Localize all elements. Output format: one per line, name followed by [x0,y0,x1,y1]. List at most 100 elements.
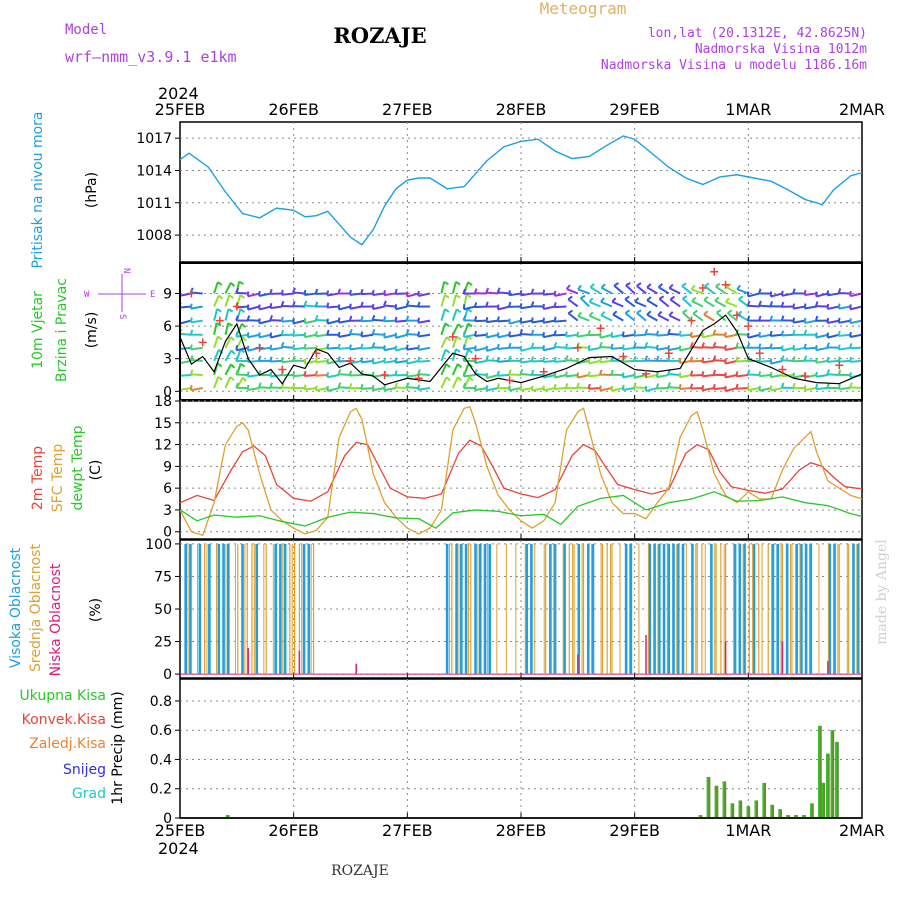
wind-barb [327,346,340,350]
temp2m-label: 2m Temp [30,446,46,510]
wind-barb-flag [849,356,853,363]
wind-barb-flag [405,382,410,388]
temp2m-line [179,439,863,504]
wind-barb [770,333,783,337]
cloud-high-bar [208,543,211,675]
wind-barb [690,333,704,339]
wind-barb-flag [468,376,474,382]
wind-barb-flag [621,372,625,378]
wind-barb-flag [383,345,386,351]
wind-ylabel2: Brzina i Pravac [54,278,70,382]
wind-barb [793,305,806,310]
wind-barb-flag [714,296,720,302]
wind-barb-flag [678,383,682,390]
wind-barb [520,333,533,336]
cloud-mid-label: Srednja Oblacnost [28,544,44,672]
wind-barb-flag [758,343,762,349]
wind-barb [383,373,397,377]
wind-barb-flag [530,329,535,336]
cloud-high-bar [743,543,746,675]
wind-barb [224,282,232,294]
precip-total-bar-hi [762,782,765,818]
cloud-high-bar [577,543,581,675]
wind-barb [463,373,476,378]
wind-barb [636,312,647,322]
cloud-high-bar [771,543,775,675]
wind-barb [793,319,806,324]
wind-barb-flag [780,315,785,321]
wind-barb [636,285,647,295]
wind-barb-flag [780,355,785,361]
precip-total-bar-hi [225,815,228,818]
wind-barb-flag [349,303,352,309]
wind-barb-flag [371,289,375,296]
precip-total-bar-hi [778,809,780,818]
precip-total-bar-hi [821,782,824,818]
bottom-tick-label: 26FEB [268,821,319,840]
wind-barb-flag [849,343,853,349]
wind-barb-flag [519,303,523,309]
wind-barb-flag [519,290,523,296]
compass-n: N [121,268,131,273]
wind-barb-flag [496,383,501,389]
wind-barb [258,346,272,351]
wind-barb-flag [485,317,489,323]
wind-barb [190,373,203,376]
wind-barb-flag [246,332,250,338]
legend-frozen-rain: Zaledj.Kisa [29,736,106,752]
wind-barb-flag [668,283,674,289]
wind-barb-flag [599,341,603,348]
wind-barb [554,305,567,309]
wind-barb [625,284,636,295]
wind-barb [520,292,533,297]
wind-barb [372,359,385,365]
wind-barb-flag [600,297,605,303]
wind-gust-mark [414,374,423,383]
wind-barb [213,336,219,349]
wind-barb-flag [815,371,818,377]
wind-barb [463,346,476,351]
wind-barb [440,376,448,389]
wind-barb-flag [655,330,659,336]
wind-barb-flag [657,310,663,316]
wind-barb-flag [633,382,637,388]
cloud-high-bar [460,543,463,675]
wind-barb [622,387,635,391]
wind-barb [770,374,783,379]
wind-barb-flag [814,301,819,307]
cloud-high-bar [833,543,836,675]
wind-barb [247,292,260,298]
wind-barb-flag [826,382,830,389]
wind-barb-flag [587,383,591,390]
wind-barb-flag [746,300,751,307]
wind-barb [646,313,658,322]
wind-barb-flag [462,288,466,294]
wind-barb [543,333,556,339]
wind-barb-flag [303,332,307,338]
wind-barb [361,333,374,338]
wind-barb-flag [360,383,364,390]
wind-barb [361,346,374,350]
station-title: ROZAJE [333,23,426,48]
wind-barb-flag [292,383,296,389]
wind-barb-flag [644,355,649,361]
wind-barb [486,333,499,339]
wind-barb [600,333,613,339]
precip-total-bar [706,777,711,818]
wind-barb [270,305,283,310]
wind-barb-flag [701,385,705,391]
wind-barb [793,346,806,351]
wind-barb-flag [235,315,239,321]
model-name: wrf–nmm_v3.9.1 e1km [65,48,237,66]
bottom-tick-label: 1MAR [725,821,771,840]
wind-barb-flag [227,308,234,313]
wind-barb-flag [189,385,193,391]
pressure-frame [179,121,863,263]
wind-barb-flag [519,329,524,335]
wind-barb [474,305,487,309]
wind-barb [213,281,219,294]
wind-barb-flag [576,331,580,337]
cloud-high-bar [553,543,557,675]
cloud-high-bar [217,543,221,675]
wind-barb-flag [444,322,450,328]
